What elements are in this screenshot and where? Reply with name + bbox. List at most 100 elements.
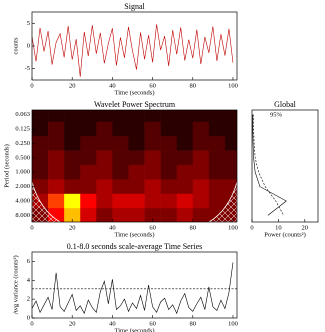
heat-cell (224, 150, 237, 166)
panel-title: Signal (124, 2, 145, 11)
heat-cell (208, 121, 226, 137)
heat-cell (128, 110, 145, 123)
heat-cell (160, 136, 178, 151)
panel: 95% 0 10 20 Global Power (counts²) (250, 100, 319, 238)
heat-cell (64, 165, 81, 180)
y-tick-label: 0.125 (15, 126, 30, 133)
heat-cell (128, 165, 145, 180)
x-tick-label: 0 (30, 82, 33, 89)
heat-cell (96, 193, 113, 209)
heat-cell (160, 193, 178, 209)
heat-cell (32, 150, 49, 166)
heat-cell (160, 110, 178, 123)
heat-cell (96, 165, 113, 180)
heat-cell (144, 208, 161, 222)
panel-title: Wavelet Power Spectrum (94, 100, 176, 109)
heat-cell (144, 121, 161, 137)
y-tick-label: 2 (27, 296, 30, 303)
series-line (31, 24, 234, 77)
series-line (252, 114, 287, 216)
x-axis-label: Time (seconds) (114, 231, 154, 238)
heat-cell (176, 193, 194, 209)
plot-frame (31, 11, 238, 81)
heat-cell (144, 110, 161, 123)
heat-cell (160, 165, 178, 180)
heat-cell (80, 179, 97, 195)
heat-cell (32, 136, 49, 151)
heat-cell (128, 136, 145, 151)
heat-cell (128, 193, 145, 209)
heat-cell (128, 121, 145, 137)
x-tick-label: 20 (69, 320, 76, 327)
x-axis-label: Time (seconds) (114, 89, 154, 96)
y-tick-label: 6 (27, 258, 31, 265)
y-tick-label: 4.000 (15, 197, 30, 204)
y-tick-label: 0 (27, 314, 30, 321)
heat-cell (224, 179, 237, 195)
heat-cell (160, 150, 178, 166)
heat-cell (112, 150, 129, 166)
heat-cell (32, 110, 49, 123)
heat-cell (96, 110, 113, 123)
heat-cell (208, 179, 226, 195)
heat-cell (176, 179, 194, 195)
heat-cell (224, 165, 237, 180)
heat-cell (80, 208, 97, 222)
heat-cell (112, 208, 129, 222)
heat-cell (64, 150, 81, 166)
heat-cell (224, 110, 237, 123)
panel: 0 20 40 60 80 100 -5 0 5 Signal Time (seconds) coun… (12, 2, 237, 97)
series-line (253, 114, 284, 216)
panel: 0 20 40 60 80 100 0.063 0.125 0.250 0.500 1.000 2.0… (3, 100, 238, 239)
heat-cell (128, 208, 145, 222)
heat-cell (112, 110, 129, 123)
heat-cell (64, 110, 81, 123)
heat-cell (224, 121, 237, 137)
heat-cell (208, 136, 226, 151)
y-tick-label: 8.000 (15, 212, 30, 219)
heat-cell (144, 136, 161, 151)
x-tick-label: 100 (228, 224, 238, 231)
heat-cell (192, 121, 210, 137)
x-tick-label: 20 (69, 224, 76, 231)
heat-cell (48, 179, 65, 195)
panel: 0 20 40 60 80 100 0 2 4 6 0.1-8.0 seconds scale-av… (12, 242, 237, 332)
heat-cell (48, 193, 65, 209)
heat-cell (176, 121, 194, 137)
plot-frame (251, 109, 319, 223)
annotation: 95% (270, 111, 283, 118)
series-line (31, 262, 234, 315)
y-axis-label: counts (12, 37, 19, 54)
x-tick-label: 10 (275, 224, 282, 231)
heat-cell (192, 136, 210, 151)
x-axis-label: Power (counts²) (264, 231, 305, 238)
y-axis-label: Period (seconds) (3, 144, 10, 188)
heat-cell (144, 193, 161, 209)
heat-cell (96, 121, 113, 137)
y-tick-label: 0 (27, 42, 30, 49)
heat-cell (96, 179, 113, 195)
x-tick-label: 60 (149, 82, 156, 89)
y-axis-label: Avg variance (counts²) (12, 255, 19, 314)
heat-cell (112, 136, 129, 151)
heat-cell (208, 165, 226, 180)
heat-cell (208, 193, 226, 209)
heat-cell (64, 136, 81, 151)
heat-cell (48, 165, 65, 180)
x-tick-label: 0 (30, 224, 33, 231)
heat-cell (176, 150, 194, 166)
heat-cell (192, 150, 210, 166)
heatmap (32, 110, 237, 222)
heat-cell (64, 193, 81, 209)
heat-cell (32, 179, 49, 195)
heat-cell (208, 110, 226, 123)
plot-frame (31, 251, 238, 319)
x-tick-label: 80 (190, 82, 197, 89)
heat-cell (48, 136, 65, 151)
x-tick-label: 60 (149, 320, 156, 327)
heat-cell (80, 165, 97, 180)
heat-cell (32, 165, 49, 180)
heat-cell (144, 179, 161, 195)
y-tick-label: 5 (27, 20, 30, 27)
